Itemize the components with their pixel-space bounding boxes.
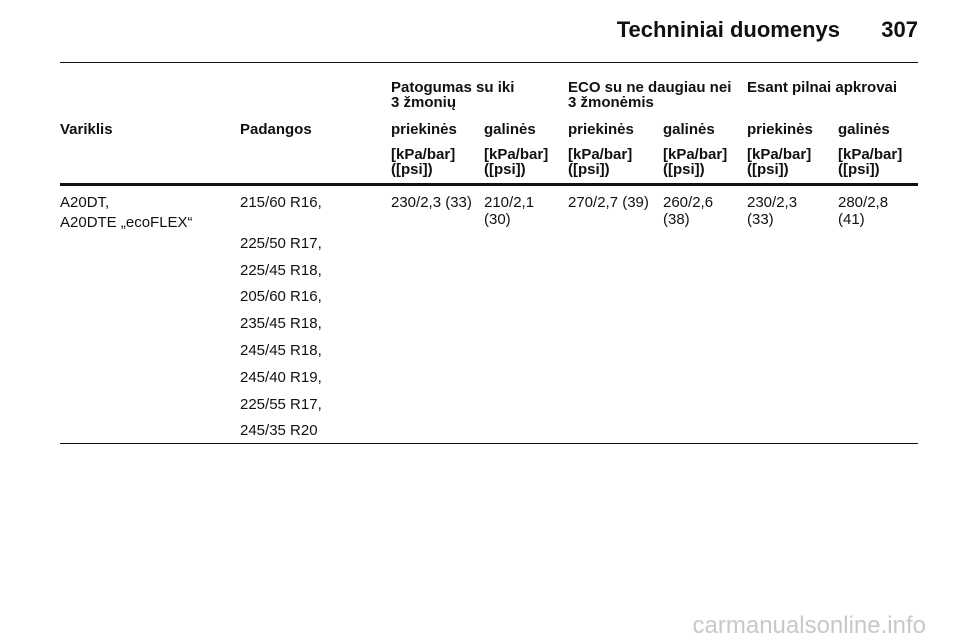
column-header: priekinės <box>747 121 813 138</box>
watermark: carmanualsonline.info <box>692 612 926 639</box>
header-rule <box>60 62 918 63</box>
group-header: 3 žmonių <box>391 94 457 111</box>
group-header: Patogumas su iki <box>391 79 515 96</box>
column-header: galinės <box>838 121 890 138</box>
pressure-cell: (30) <box>484 211 511 228</box>
engine-cell: A20DTE „ecoFLEX“ <box>60 214 193 231</box>
engine-cell: A20DT, <box>60 194 110 211</box>
pressure-cell: 270/2,7 (39) <box>568 194 649 211</box>
unit-label: ([psi]) <box>838 161 880 178</box>
unit-label: [kPa/bar] <box>484 146 549 163</box>
unit-label: [kPa/bar] <box>747 146 812 163</box>
tire-cell: 245/40 R19, <box>240 369 322 386</box>
tire-cell: 205/60 R16, <box>240 288 322 305</box>
page-number: 307 <box>881 17 918 42</box>
tire-cell: 225/55 R17, <box>240 396 322 413</box>
group-header: Esant pilnai apkrovai <box>747 79 898 96</box>
unit-label: ([psi]) <box>484 161 526 178</box>
column-header: galinės <box>663 121 715 138</box>
column-header: priekinės <box>568 121 634 138</box>
unit-label: [kPa/bar] <box>568 146 633 163</box>
unit-label: ([psi]) <box>391 161 433 178</box>
unit-label: ([psi]) <box>747 161 789 178</box>
tire-cell: 235/45 R18, <box>240 315 322 332</box>
page-title: Techniniai duomenys <box>616 17 840 42</box>
tire-cell: 225/45 R18, <box>240 262 322 279</box>
pressure-cell: 260/2,6 <box>663 194 714 211</box>
tire-cell: 245/45 R18, <box>240 342 322 359</box>
pressure-cell: (38) <box>663 211 690 228</box>
pressure-cell: 210/2,1 <box>484 194 535 211</box>
table-bottom-rule <box>60 443 918 444</box>
pressure-cell: (33) <box>747 211 774 228</box>
unit-label: [kPa/bar] <box>838 146 903 163</box>
pressure-cell: 230/2,3 (33) <box>391 194 472 211</box>
column-header: priekinės <box>391 121 457 138</box>
pressure-cell: 230/2,3 <box>747 194 798 211</box>
unit-label: ([psi]) <box>663 161 705 178</box>
pressure-cell: 280/2,8 <box>838 194 889 211</box>
group-header: ECO su ne daugiau nei <box>568 79 732 96</box>
tire-cell: 215/60 R16, <box>240 194 322 211</box>
column-header: galinės <box>484 121 536 138</box>
group-header: 3 žmonėmis <box>568 94 654 111</box>
unit-label: [kPa/bar] <box>391 146 456 163</box>
unit-label: ([psi]) <box>568 161 610 178</box>
unit-label: [kPa/bar] <box>663 146 728 163</box>
pressure-cell: (41) <box>838 211 865 228</box>
column-header: Padangos <box>240 121 312 138</box>
tire-cell: 225/50 R17, <box>240 235 322 252</box>
tire-cell: 245/35 R20 <box>240 422 318 439</box>
column-header: Variklis <box>60 121 113 138</box>
table-header-rule <box>60 183 918 186</box>
